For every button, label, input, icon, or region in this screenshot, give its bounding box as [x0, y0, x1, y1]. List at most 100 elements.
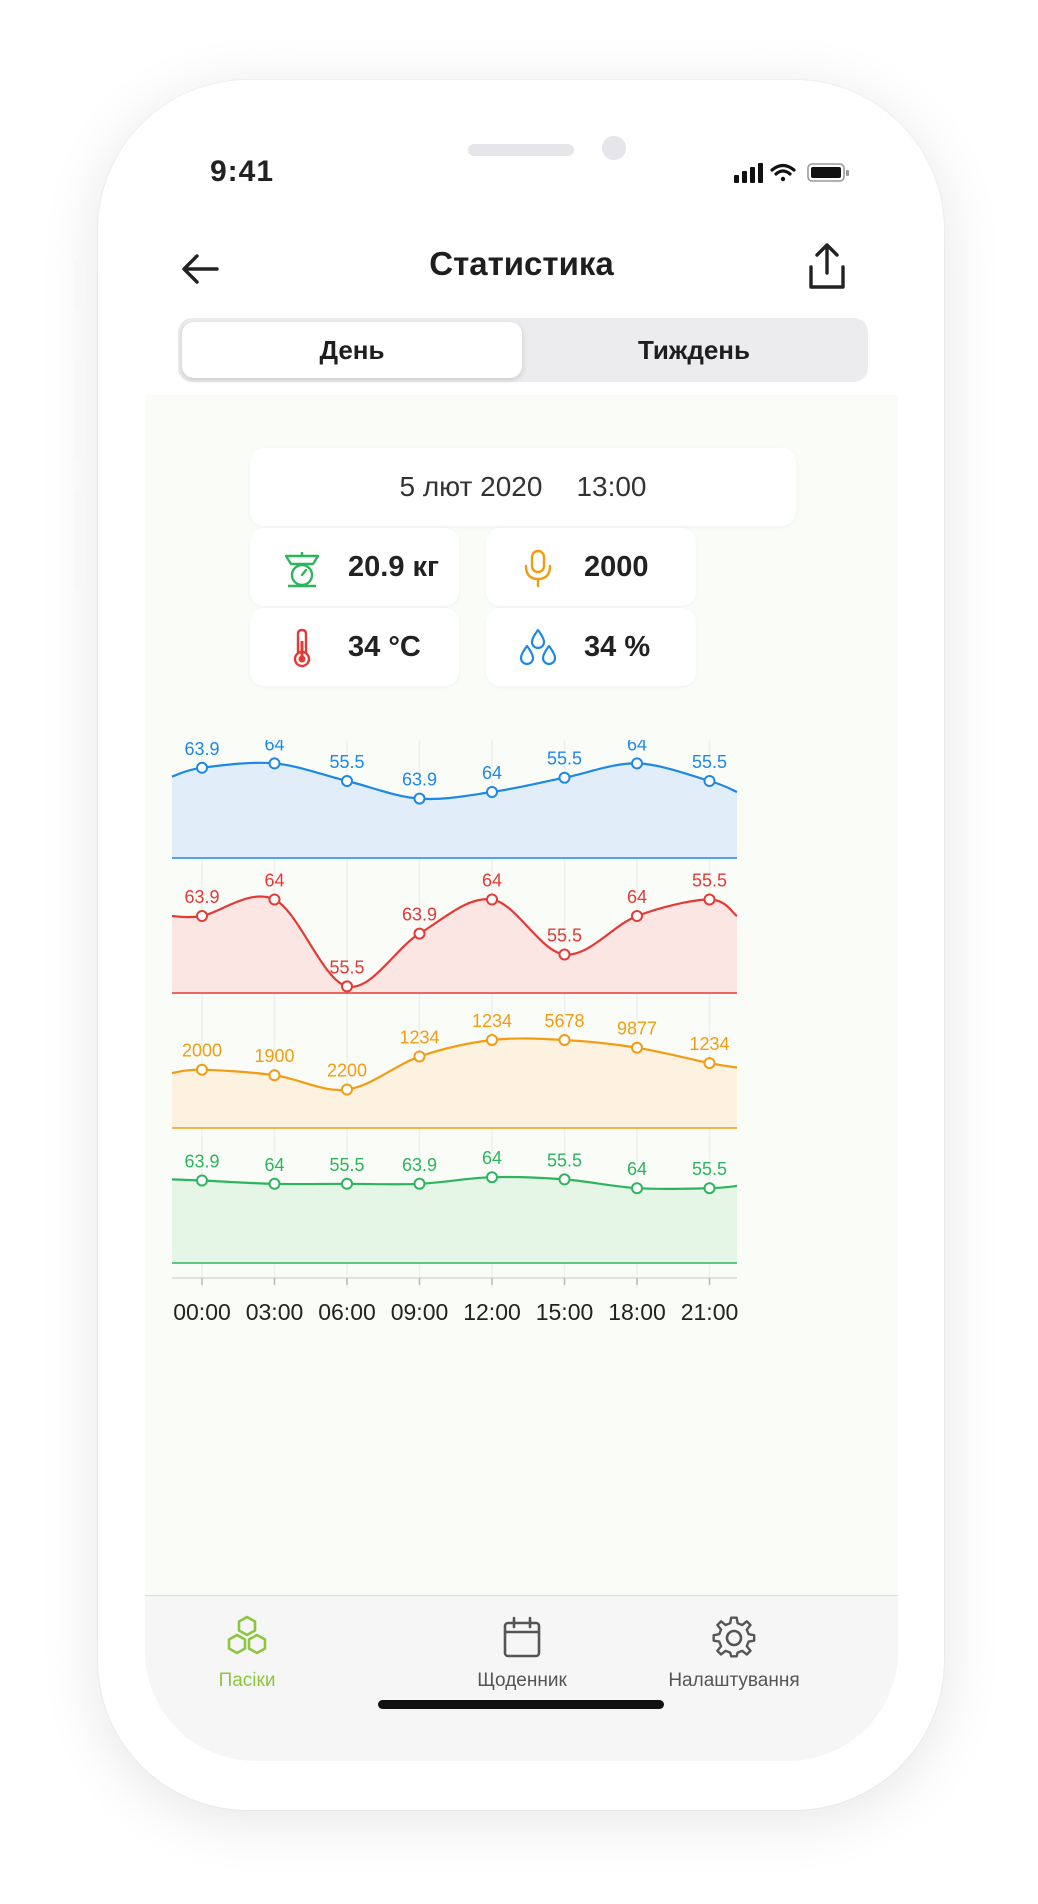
- microphone-icon: [524, 549, 552, 588]
- temperature-point: [413, 927, 426, 940]
- humidity-data-label: 63.9: [184, 740, 219, 759]
- app-screen: 9:41 Статистика День Тиждень: [145, 125, 898, 1761]
- humidity-data-label: 63.9: [402, 770, 437, 790]
- x-tick-label: 00:00: [173, 1299, 231, 1325]
- weight-line: [171, 1175, 738, 1191]
- sound-data-label: 1234: [689, 1034, 729, 1054]
- speaker-grille: [468, 144, 574, 156]
- weight-data-label: 63.9: [184, 1152, 219, 1172]
- humidity-card: 34 %: [486, 608, 696, 686]
- humidity-area: [172, 762, 737, 858]
- weight-card: 20.9 кг: [250, 528, 459, 606]
- mute-switch: [74, 260, 82, 310]
- sound-area: [172, 1038, 737, 1128]
- tab-diary[interactable]: Щоденник: [422, 1614, 622, 1692]
- tab-week[interactable]: Тиждень: [638, 334, 750, 365]
- honeycomb-icon: [227, 1615, 267, 1655]
- sound-data-label: 1234: [472, 1011, 512, 1031]
- tab-apiaries-label: Пасіки: [218, 1670, 276, 1691]
- temperature-line: [171, 895, 738, 988]
- sound-point: [558, 1034, 571, 1046]
- temperature-data-label: 55.5: [692, 871, 727, 891]
- scale-icon: [284, 552, 320, 588]
- sound-line: [171, 1037, 738, 1092]
- weight-point: [631, 1182, 643, 1195]
- humidity-data-label: 64: [482, 763, 502, 783]
- weight-point: [703, 1182, 716, 1195]
- selected-date: 5 лют 2020: [399, 471, 543, 502]
- period-segmented-control: День Тиждень: [178, 318, 868, 382]
- x-tick-label: 12:00: [463, 1299, 521, 1325]
- x-tick-label: 21:00: [681, 1299, 739, 1325]
- wifi-icon: [770, 163, 796, 182]
- x-tick-label: 03:00: [246, 1299, 304, 1325]
- humidity-point: [486, 786, 498, 798]
- temperature-value: 34 °C: [348, 631, 421, 663]
- weight-point: [268, 1177, 281, 1190]
- weight-data-label: 55.5: [547, 1150, 582, 1170]
- sound-point: [268, 1069, 281, 1082]
- sound-data-label: 5678: [544, 1011, 584, 1031]
- tab-day[interactable]: День: [182, 322, 522, 378]
- temperature-point: [341, 980, 353, 993]
- humidity-data-label: 64: [264, 740, 284, 754]
- humidity-point: [413, 792, 426, 805]
- temperature-data-label: 55.5: [547, 926, 582, 946]
- temperature-data-label: 64: [264, 871, 284, 891]
- temperature-point: [486, 893, 498, 906]
- sound-point: [486, 1034, 498, 1046]
- weight-value: 20.9 кг: [348, 551, 440, 583]
- weight-data-label: 63.9: [402, 1155, 437, 1175]
- signal-icon: [734, 163, 763, 183]
- weight-point: [341, 1177, 353, 1190]
- x-tick-label: 09:00: [391, 1299, 449, 1325]
- humidity-data-label: 64: [627, 740, 647, 754]
- bottom-tab-bar: Пасіки Щоденник Налаштування: [145, 1595, 898, 1761]
- back-arrow-icon[interactable]: [177, 245, 225, 293]
- sound-point: [341, 1083, 353, 1096]
- temperature-data-label: 55.5: [329, 957, 364, 977]
- weight-data-label: 64: [264, 1155, 284, 1175]
- temperature-data-label: 64: [627, 887, 647, 907]
- tab-settings[interactable]: Налаштування: [619, 1614, 849, 1692]
- share-icon[interactable]: [803, 239, 851, 295]
- tab-diary-label: Щоденник: [477, 1670, 567, 1691]
- sound-data-label: 9877: [617, 1019, 657, 1039]
- calendar-icon: [503, 1616, 541, 1658]
- tab-settings-label: Налаштування: [668, 1670, 800, 1691]
- x-tick-label: 06:00: [318, 1299, 376, 1325]
- weight-point: [486, 1171, 498, 1184]
- droplets-icon: [519, 628, 557, 666]
- temperature-card: 34 °C: [250, 608, 459, 686]
- volume-down-button: [74, 490, 82, 590]
- sound-value: 2000: [584, 551, 649, 583]
- sound-card: 2000: [486, 528, 696, 606]
- status-time: 9:41: [210, 155, 275, 188]
- humidity-point: [631, 757, 643, 770]
- sound-point: [631, 1041, 643, 1054]
- temperature-data-label: 63.9: [402, 905, 437, 925]
- humidity-point: [341, 775, 353, 787]
- weight-point: [196, 1174, 208, 1187]
- sound-point: [413, 1050, 426, 1063]
- humidity-point: [268, 757, 281, 770]
- humidity-data-label: 55.5: [692, 752, 727, 772]
- weight-point: [413, 1177, 426, 1190]
- status-icons: [734, 163, 849, 183]
- sound-data-label: 1900: [254, 1046, 294, 1066]
- home-indicator: [378, 1700, 664, 1709]
- sound-data-label: 1234: [399, 1028, 439, 1048]
- temperature-area: [172, 896, 737, 993]
- temperature-data-label: 63.9: [184, 887, 219, 907]
- page-title: Статистика: [429, 245, 614, 282]
- tab-apiaries[interactable]: Пасіки: [147, 1614, 347, 1692]
- volume-up-button: [74, 360, 82, 460]
- stats-chart: 63.9 64 55.5 63.9 64 55.5 64 55.5 63.9 64 55.5 63.9…: [171, 740, 739, 1325]
- sound-data-label: 2200: [327, 1061, 367, 1081]
- front-camera: [602, 136, 626, 160]
- temperature-data-label: 64: [482, 871, 502, 891]
- date-time-card: 5 лют 2020 13:00: [250, 448, 796, 526]
- humidity-line: [171, 761, 738, 801]
- weight-data-label: 55.5: [329, 1155, 364, 1175]
- temperature-point: [196, 910, 208, 922]
